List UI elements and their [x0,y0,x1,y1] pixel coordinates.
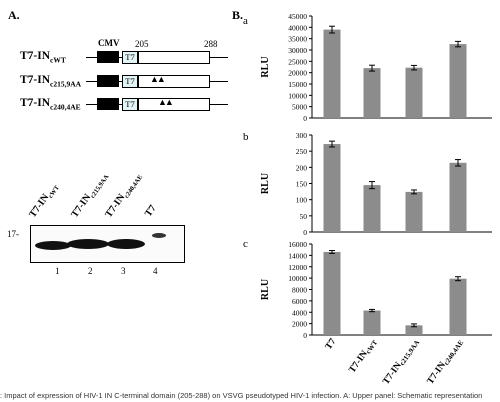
blot-band [67,239,109,249]
y-tick-label: 200 [296,163,308,172]
bar [363,185,381,232]
y-tick-label: 12000 [288,263,307,272]
panel-b-letter: B. [232,8,244,22]
blot-band [152,233,166,238]
chart-panel-letter: c [243,238,248,250]
y-tick-label: 25000 [288,57,307,66]
bar [323,29,341,119]
y-axis-label: RLU [260,56,271,77]
y-tick-label: 20000 [288,69,307,78]
x-category-label: T7-INc240,4AE [426,337,466,387]
blot-lane-number: 3 [121,266,126,276]
y-tick-label: 100 [296,196,308,205]
y-tick-label: 16000 [288,240,307,249]
cmv-promoter-box [97,51,119,63]
y-tick-label: 35000 [288,35,307,44]
y-tick-label: 15000 [288,80,307,89]
mutation-marker-icon: ▲▲ [158,97,174,107]
blot-lane-number: 2 [88,266,93,276]
x-category-label: T7 [324,337,339,352]
in-domain-box [138,51,210,64]
x-category-label: T7-INc215,9AA [381,337,421,387]
y-axis-label: RLU [260,173,271,194]
blot-lane-number: 1 [55,266,60,276]
in-domain-box [138,75,210,88]
figure-caption: : Impact of expression of HIV-1 IN C-ter… [0,391,483,400]
y-tick-label: 45000 [288,12,307,21]
construct-label-wt: T7-INcWT [20,50,66,65]
western-blot-image [30,225,185,263]
position-start-label: 205 [135,39,149,49]
y-tick-label: 150 [296,180,308,189]
x-category-label: T7-INcWT [348,337,380,376]
blot-size-marker: 17- [7,229,19,239]
y-tick-label: 0 [303,114,307,123]
y-tick-label: 8000 [292,286,307,295]
y-axis-label: RLU [260,279,271,300]
bar [323,144,341,232]
y-tick-label: 10000 [288,274,307,283]
t7-tag-box: T7 [122,75,138,88]
y-tick-label: 250 [296,147,308,156]
blot-lane-number: 4 [153,266,158,276]
construct-label-215: T7-INc215,9AA [20,74,82,89]
panel-a-letter: A. [8,8,20,22]
blot-band [107,239,145,249]
bar [323,251,341,335]
bar [363,68,381,118]
y-tick-label: 4000 [292,308,307,317]
y-tick-label: 300 [296,131,308,140]
chart-panel-letter: b [243,131,249,143]
bar [405,191,423,232]
y-tick-label: 6000 [292,297,307,306]
t7-tag-box: T7 [122,98,138,111]
y-tick-label: 2000 [292,320,307,329]
chart-panel-letter: a [243,15,248,27]
cmv-promoter-box [97,75,119,87]
y-tick-label: 40000 [288,23,307,32]
cmv-promoter-box [97,98,119,110]
construct-label-240: T7-INc240,4AE [20,97,81,112]
y-tick-label: 50 [300,212,308,221]
y-tick-label: 14000 [288,251,307,260]
y-tick-label: 5000 [292,103,307,112]
blot-band [35,241,71,250]
bar [449,44,467,118]
bar [449,162,467,232]
position-end-label: 288 [204,39,218,49]
mutation-marker-icon: ▲▲ [150,74,166,84]
bar [363,310,381,335]
y-tick-label: 0 [303,228,307,237]
in-domain-box [138,98,210,111]
cmv-label: CMV [98,38,120,48]
bar [405,67,423,118]
y-tick-label: 0 [303,331,307,340]
bar [405,325,423,335]
y-tick-label: 30000 [288,46,307,55]
bar [449,278,467,335]
t7-tag-box: T7 [122,51,138,64]
y-tick-label: 10000 [288,91,307,100]
